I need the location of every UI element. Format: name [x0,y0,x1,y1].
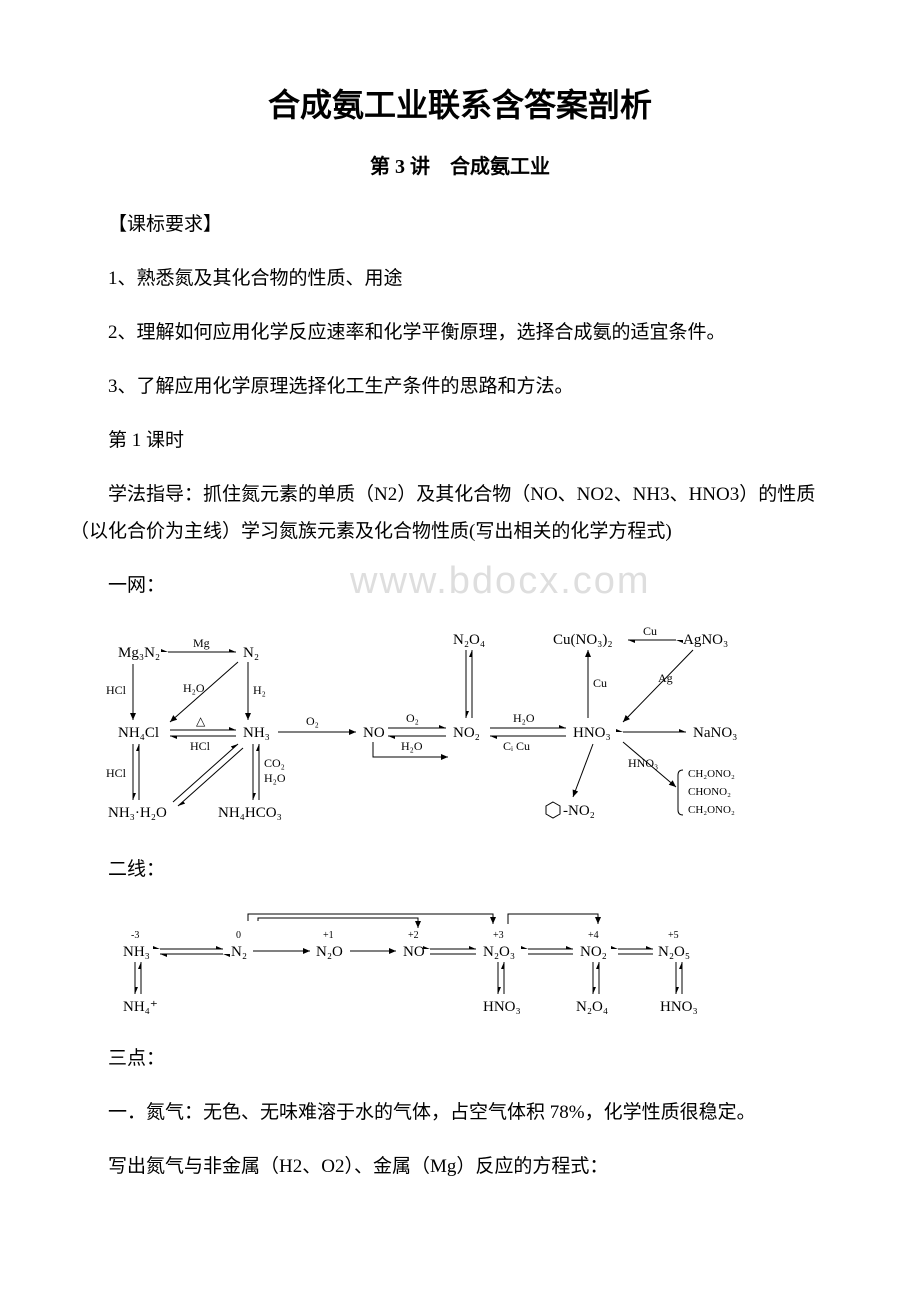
svg-text:H₂: H₂ [253,683,266,697]
svg-text:NH₄⁺: NH₄⁺ [123,999,158,1015]
point-1: 一．氮气：无色、无味难溶于水的气体，占空气体积 78%，化学性质很稳定。 [70,1095,850,1131]
svg-text:△: △ [196,714,206,728]
lesson-label: 第 1 课时 [70,423,850,459]
svg-text:N₂O: N₂O [316,944,343,960]
svg-text:HNO₃: HNO₃ [573,725,611,741]
svg-text:+2: +2 [408,930,419,941]
svg-text:N₂O₃: N₂O₃ [483,944,515,960]
svg-text:CO₂: CO₂ [264,756,285,770]
svg-text:+5: +5 [668,930,679,941]
svg-text:NO: NO [403,944,425,960]
svg-text:+3: +3 [493,930,504,941]
svg-text:NH₄HCO₃: NH₄HCO₃ [218,805,282,821]
svg-text:CH₂ONO₂: CH₂ONO₂ [688,768,735,780]
svg-text:H₂O: H₂O [264,771,286,785]
oxidation-svg: -3 0 +1 +2 +3 +4 +5 NH₃ N₂ N₂O NO N₂O₃ N… [98,906,758,1021]
svg-text:HCl: HCl [106,683,127,697]
svg-text:NH₄Cl: NH₄Cl [118,725,159,741]
svg-text:H₂O: H₂O [513,711,535,725]
svg-text:N₂: N₂ [243,645,259,661]
network-svg: Mg₃N₂ N₂ N₂O₄ Cu(NO₃)₂ AgNO₃ NH₄Cl NH₃ N… [98,622,798,832]
svg-text:HNO₃: HNO₃ [483,999,521,1015]
svg-text:NO₂: NO₂ [453,725,480,741]
svg-text:Mg₃N₂: Mg₃N₂ [118,645,160,661]
point-1a: 写出氮气与非金属（H2、O2）、金属（Mg）反应的方程式： [70,1149,850,1185]
svg-text:Cu: Cu [593,676,607,690]
svg-text:Cu: Cu [643,624,657,638]
svg-text:+4: +4 [588,930,599,941]
label-line: 二线： [70,852,850,888]
svg-text:+1: +1 [323,930,334,941]
requirement-3: 3、了解应用化学原理选择化工生产条件的思路和方法。 [70,369,850,405]
svg-text:-NO₂: -NO₂ [563,803,595,819]
svg-text:HCl: HCl [190,739,211,753]
page-title: 合成氨工业联系含答案剖析 [70,80,850,126]
svg-text:HNO₃: HNO₃ [660,999,698,1015]
svg-text:-3: -3 [131,930,139,941]
svg-text:H₂O: H₂O [401,739,423,753]
svg-text:N₂O₄: N₂O₄ [453,632,485,648]
network-diagram: Mg₃N₂ N₂ N₂O₄ Cu(NO₃)₂ AgNO₃ NH₄Cl NH₃ N… [98,622,850,832]
method-guide: 学法指导：抓住氮元素的单质（N2）及其化合物（NO、NO2、NH3、HNO3）的… [70,477,850,549]
svg-text:Cᵢ Cu: Cᵢ Cu [503,739,530,753]
oxidation-line-diagram: -3 0 +1 +2 +3 +4 +5 NH₃ N₂ N₂O NO N₂O₃ N… [98,906,850,1021]
svg-text:0: 0 [236,930,241,941]
requirement-1: 1、熟悉氮及其化合物的性质、用途 [70,261,850,297]
svg-text:Ag: Ag [658,671,673,685]
svg-text:CHONO₂: CHONO₂ [688,786,731,798]
svg-text:NH₃·H₂O: NH₃·H₂O [108,805,167,821]
section-header: 【课标要求】 [70,207,850,243]
label-points: 三点： [70,1041,850,1077]
svg-text:H₂O: H₂O [183,681,205,695]
page-subtitle: 第 3 讲 合成氨工业 [70,150,850,179]
requirement-2: 2、理解如何应用化学反应速率和化学平衡原理，选择合成氨的适宜条件。 [70,315,850,351]
watermark-text: www.bdocx.com [350,560,651,603]
svg-text:N₂: N₂ [231,944,247,960]
svg-text:O₂: O₂ [406,711,419,725]
svg-text:NaNO₃: NaNO₃ [693,725,737,741]
svg-text:NH₃: NH₃ [243,725,270,741]
svg-text:CH₂ONO₂: CH₂ONO₂ [688,804,735,816]
svg-text:NH₃: NH₃ [123,944,150,960]
svg-text:AgNO₃: AgNO₃ [683,632,728,648]
svg-text:N₂O₄: N₂O₄ [576,999,608,1015]
svg-text:HCl: HCl [106,766,127,780]
svg-text:Mg: Mg [193,636,210,650]
svg-text:O₂: O₂ [306,714,319,728]
svg-text:N₂O₅: N₂O₅ [658,944,690,960]
svg-text:Cu(NO₃)₂: Cu(NO₃)₂ [553,632,613,648]
svg-text:NO: NO [363,725,385,741]
svg-text:NO₂: NO₂ [580,944,607,960]
